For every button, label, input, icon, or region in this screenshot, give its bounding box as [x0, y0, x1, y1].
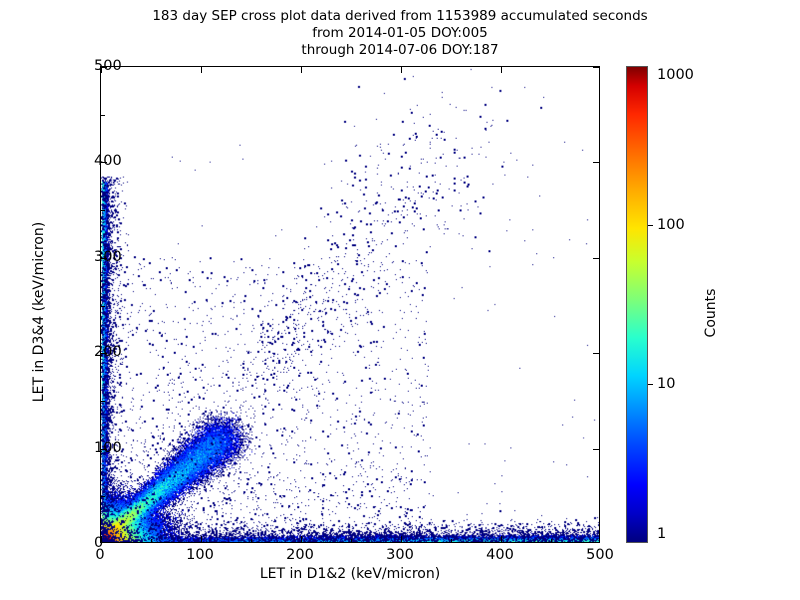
- x-tick-300: [401, 536, 402, 542]
- colorbar-gradient: [626, 66, 648, 543]
- colorbar-tick-100: [648, 225, 653, 226]
- x-minor-tick-250: [351, 538, 352, 542]
- x-tick-top-400: [501, 67, 502, 73]
- ytick-label-300: 300: [94, 248, 122, 265]
- x-tick-top-100: [201, 67, 202, 73]
- plot-title-line-2: from 2014-01-05 DOY:005: [312, 25, 488, 41]
- scatter-density-canvas: [101, 67, 599, 542]
- y-tick-right-400: [593, 162, 599, 164]
- y-minor-tick-150: [101, 400, 105, 402]
- colorbar-label-100: 100: [657, 217, 685, 233]
- x-minor-tick-450: [551, 538, 552, 542]
- colorbar-title: Counts: [703, 288, 719, 338]
- y-tick-right-300: [593, 257, 599, 259]
- y-tick-300: [101, 257, 107, 259]
- xtick-label-200: 200: [286, 547, 314, 563]
- colorbar-label-1: 1: [657, 526, 667, 542]
- x-tick-top-0: [101, 67, 102, 73]
- x-tick-top-200: [301, 67, 302, 73]
- y-tick-right-200: [593, 353, 599, 355]
- xtick-label-0: 0: [95, 547, 105, 563]
- ytick-label-0: 0: [94, 535, 104, 551]
- ytick-label-400: 400: [94, 153, 122, 170]
- ytick-label-500: 500: [94, 58, 122, 74]
- plot-title-line-1: 183 day SEP cross plot data derived from…: [152, 8, 648, 24]
- y-axis-title: LET in D3&4 (keV/micron): [31, 221, 47, 403]
- y-tick-500: [101, 67, 107, 68]
- plot-title-line-3: through 2014-07-06 DOY:187: [301, 42, 499, 58]
- x-axis-title: LET in D1&2 (keV/micron): [259, 566, 441, 582]
- ytick-label-200: 200: [94, 344, 122, 361]
- xtick-label-100: 100: [186, 547, 214, 563]
- x-tick-400: [501, 536, 502, 542]
- x-minor-tick-150: [251, 538, 252, 542]
- x-minor-tick-50: [151, 538, 152, 542]
- y-minor-tick-50: [101, 496, 105, 498]
- colorbar-tick-10: [648, 384, 653, 385]
- y-tick-right-100: [593, 448, 599, 450]
- y-tick-400: [101, 162, 107, 164]
- y-minor-tick-450: [101, 114, 105, 116]
- x-tick-0: [101, 536, 102, 542]
- x-tick-top-300: [401, 67, 402, 73]
- x-minor-tick-350: [451, 538, 452, 542]
- y-minor-tick-350: [101, 210, 105, 212]
- colorbar: 1 10 100 1000: [626, 66, 694, 543]
- y-tick-right-500: [593, 67, 599, 68]
- ytick-label-100: 100: [94, 439, 122, 456]
- x-tick-200: [301, 536, 302, 542]
- plot-area: [100, 66, 600, 543]
- colorbar-label-10: 10: [657, 376, 676, 392]
- plot-title: 183 day SEP cross plot data derived from…: [0, 8, 800, 59]
- y-minor-tick-250: [101, 305, 105, 307]
- x-tick-100: [201, 536, 202, 542]
- xtick-label-300: 300: [386, 547, 414, 563]
- xtick-label-500: 500: [586, 547, 614, 563]
- y-tick-200: [101, 353, 107, 355]
- xtick-label-400: 400: [486, 547, 514, 563]
- y-tick-100: [101, 448, 107, 450]
- colorbar-label-1000: 1000: [657, 67, 694, 83]
